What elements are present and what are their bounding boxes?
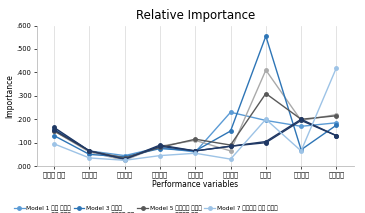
Model 5 설계변경 공사비	[334, 115, 339, 117]
Model 2 일정 준공률	[123, 159, 127, 161]
Model 6 설계변경 개수	[228, 145, 233, 147]
Model 2 일정 준공률	[264, 69, 268, 71]
Line: Model 7 설계변경 신별 공사비: Model 7 설계변경 신별 공사비	[53, 66, 338, 162]
Model 6 설계변경 개수	[264, 140, 268, 143]
Model 3 점유도	[52, 134, 56, 137]
Model 2 일정 준공률	[158, 145, 162, 147]
Model 4 설계변경 연수	[123, 158, 127, 160]
X-axis label: Performance variables: Performance variables	[152, 180, 238, 189]
Model 4 설계변경 연수	[334, 134, 339, 137]
Model 1 이용 준공률	[87, 150, 92, 152]
Model 6 설계변경 개수	[158, 145, 162, 147]
Model 1 이용 준공률	[264, 119, 268, 122]
Model 3 점유도	[264, 35, 268, 37]
Model 1 이용 준공률	[334, 121, 339, 124]
Model 4 설계변경 연수	[264, 141, 268, 144]
Line: Model 4 설계변경 연수: Model 4 설계변경 연수	[53, 119, 338, 161]
Model 4 설계변경 연수	[52, 126, 56, 129]
Model 2 일정 준공률	[334, 113, 339, 116]
Model 2 일정 준공률	[87, 151, 92, 153]
Line: Model 1 이용 준공률: Model 1 이용 준공률	[53, 111, 338, 157]
Model 2 일정 준공률	[52, 130, 56, 132]
Model 5 설계변경 공사비	[193, 138, 197, 141]
Line: Model 2 일정 준공률: Model 2 일정 준공률	[53, 68, 338, 162]
Model 6 설계변경 개수	[87, 150, 92, 152]
Model 3 점유도	[334, 124, 339, 127]
Y-axis label: Importance: Importance	[5, 74, 14, 118]
Model 7 설계변경 신별 공사비	[228, 158, 233, 160]
Model 3 점유도	[87, 153, 92, 156]
Model 5 설계변경 공사비	[158, 146, 162, 149]
Model 5 설계변경 공사비	[123, 157, 127, 159]
Model 7 설계변경 신별 공사비	[158, 154, 162, 157]
Model 4 설계변경 연수	[87, 150, 92, 152]
Model 7 설계변경 신별 공사비	[123, 159, 127, 161]
Model 6 설계변경 개수	[299, 118, 303, 121]
Model 3 점유도	[158, 147, 162, 150]
Model 2 일정 준공률	[228, 150, 233, 152]
Line: Model 3 점유도: Model 3 점유도	[53, 34, 338, 158]
Model 7 설계변경 신별 공사비	[52, 143, 56, 145]
Model 4 설계변경 연수	[158, 144, 162, 146]
Model 1 이용 준공률	[193, 151, 197, 153]
Model 7 설계변경 신별 공사비	[87, 157, 92, 159]
Model 6 설계변경 개수	[193, 150, 197, 152]
Model 5 설계변경 공사비	[299, 118, 303, 121]
Model 7 설계변경 신별 공사비	[264, 118, 268, 121]
Model 5 설계변경 공사비	[52, 130, 56, 132]
Model 1 이용 준공률	[123, 154, 127, 157]
Line: Model 6 설계변경 개수: Model 6 설계변경 개수	[53, 118, 338, 161]
Model 4 설계변경 연수	[299, 119, 303, 122]
Model 2 일정 준공률	[299, 119, 303, 122]
Model 5 설계변경 공사비	[228, 144, 233, 146]
Model 6 설계변경 개수	[123, 158, 127, 160]
Model 4 설계변경 연수	[193, 150, 197, 152]
Model 1 이용 준공률	[52, 127, 56, 130]
Model 7 설계변경 신별 공사비	[334, 66, 339, 69]
Model 1 이용 준공률	[299, 125, 303, 128]
Legend: Model 1 이용 준공률, Model 2 일정 준공률, Model 3 점유도, Model 4 설계변경 연수, Model 5 설계변경 공사비, : Model 1 이용 준공률, Model 2 일정 준공률, Model 3 …	[14, 206, 277, 213]
Model 4 설계변경 연수	[228, 145, 233, 147]
Model 3 점유도	[193, 150, 197, 152]
Model 3 점유도	[299, 148, 303, 151]
Line: Model 5 설계변경 공사비: Model 5 설계변경 공사비	[53, 92, 338, 160]
Model 7 설계변경 신별 공사비	[299, 150, 303, 152]
Model 2 일정 준공률	[193, 139, 197, 142]
Model 5 설계변경 공사비	[87, 150, 92, 152]
Model 1 이용 준공률	[228, 111, 233, 114]
Model 6 설계변경 개수	[52, 128, 56, 131]
Title: Relative Importance: Relative Importance	[136, 9, 255, 22]
Model 3 점유도	[123, 155, 127, 158]
Model 7 설계변경 신별 공사비	[193, 152, 197, 155]
Model 1 이용 준공률	[158, 146, 162, 149]
Model 6 설계변경 개수	[334, 134, 339, 137]
Model 3 점유도	[228, 130, 233, 132]
Model 5 설계변경 공사비	[264, 92, 268, 95]
